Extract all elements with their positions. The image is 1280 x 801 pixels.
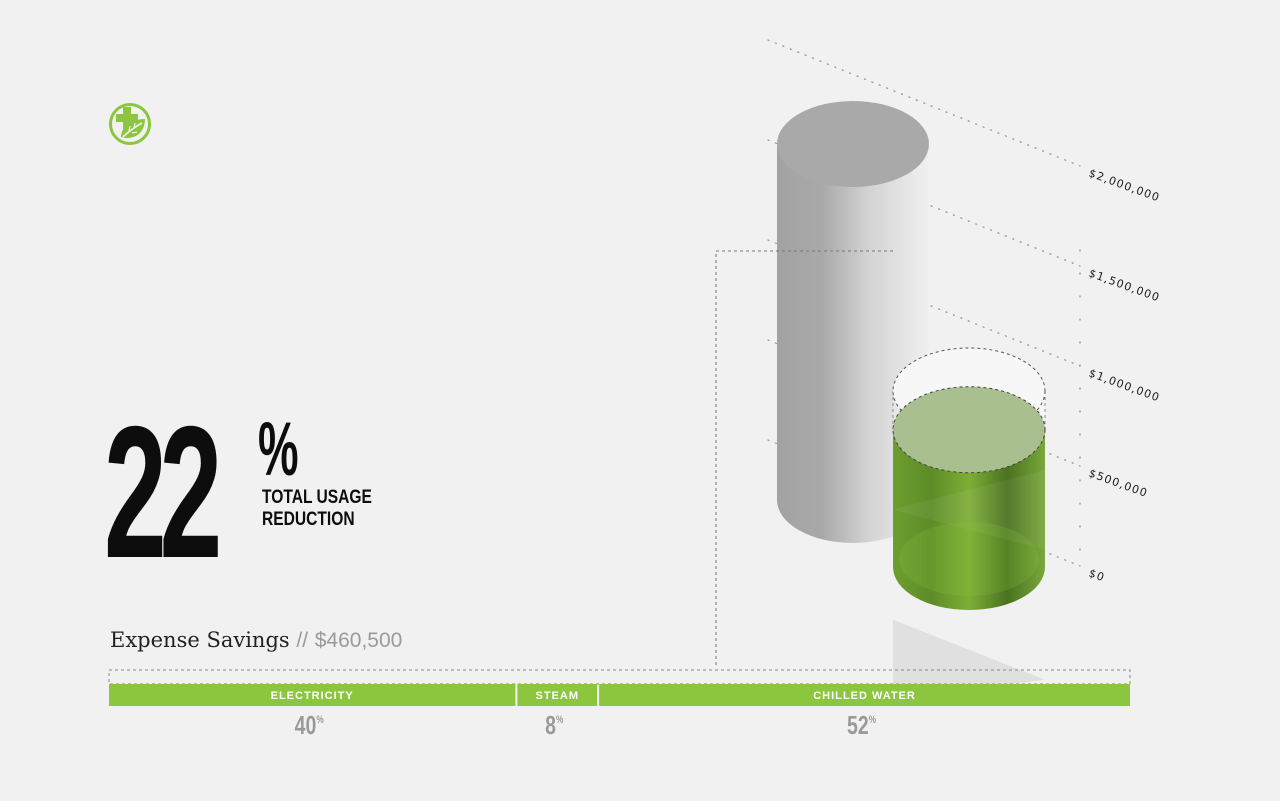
y-tick-label: $1,500,000 — [1087, 267, 1162, 305]
breakdown-percent-value: 52% — [847, 710, 876, 739]
breakdown-segment — [109, 684, 516, 706]
expense-amount: $460,500 — [314, 629, 403, 652]
breakdown-frame — [108, 669, 1131, 685]
y-tick-label: $500,000 — [1087, 467, 1150, 500]
bar-current-top — [892, 386, 1046, 474]
breakdown-bar: ELECTRICITY 40% STEAM 8% CHILLED WATER 52% — [108, 669, 1131, 740]
bar-current-facet — [893, 469, 1045, 550]
bar-baseline-body — [777, 144, 929, 543]
breakdown-percent-unit: % — [556, 714, 564, 726]
breakdown-percent-value: 8% — [545, 710, 563, 739]
y-tick-label: $2,000,000 — [1087, 167, 1162, 205]
expense-label: Expense Savings — [110, 628, 290, 652]
breakdown-percent-value: 40% — [295, 710, 324, 739]
expense-savings: Expense Savings // $460,500 — [110, 626, 402, 655]
y-tick-labels: $0 $500,000 $1,000,000 $1,500,000 $2,000,000 — [1087, 167, 1162, 585]
breakdown-segment-label: ELECTRICITY — [271, 690, 354, 702]
breakdown-segment — [517, 684, 598, 706]
bar-current-base-glow — [899, 522, 1039, 596]
breakdown-segment — [599, 684, 1130, 706]
bar-baseline — [777, 101, 929, 543]
bar-current-body — [893, 429, 1045, 610]
headline-label: TOTAL USAGE REDUCTION — [262, 487, 372, 530]
breakdown-segment-label: STEAM — [535, 690, 579, 702]
bar-current-facet — [893, 619, 1045, 700]
bar-current — [892, 347, 1046, 700]
breakdown-percent-unit: % — [316, 714, 324, 726]
leaf-plus-icon — [109, 103, 151, 145]
breakdown-percent-unit: % — [869, 714, 877, 726]
leader-line — [715, 250, 893, 668]
headline-number: 22 — [104, 387, 222, 597]
headline-percent-sign: % — [258, 407, 299, 492]
y-tick-label: $1,000,000 — [1087, 367, 1162, 405]
bar-baseline-top — [777, 101, 929, 187]
y-tick-label: $0 — [1087, 567, 1107, 585]
expense-separator: // — [296, 629, 309, 652]
leader-path — [715, 250, 893, 668]
breakdown-segment-label: CHILLED WATER — [813, 690, 916, 702]
grid-line — [767, 39, 1081, 167]
